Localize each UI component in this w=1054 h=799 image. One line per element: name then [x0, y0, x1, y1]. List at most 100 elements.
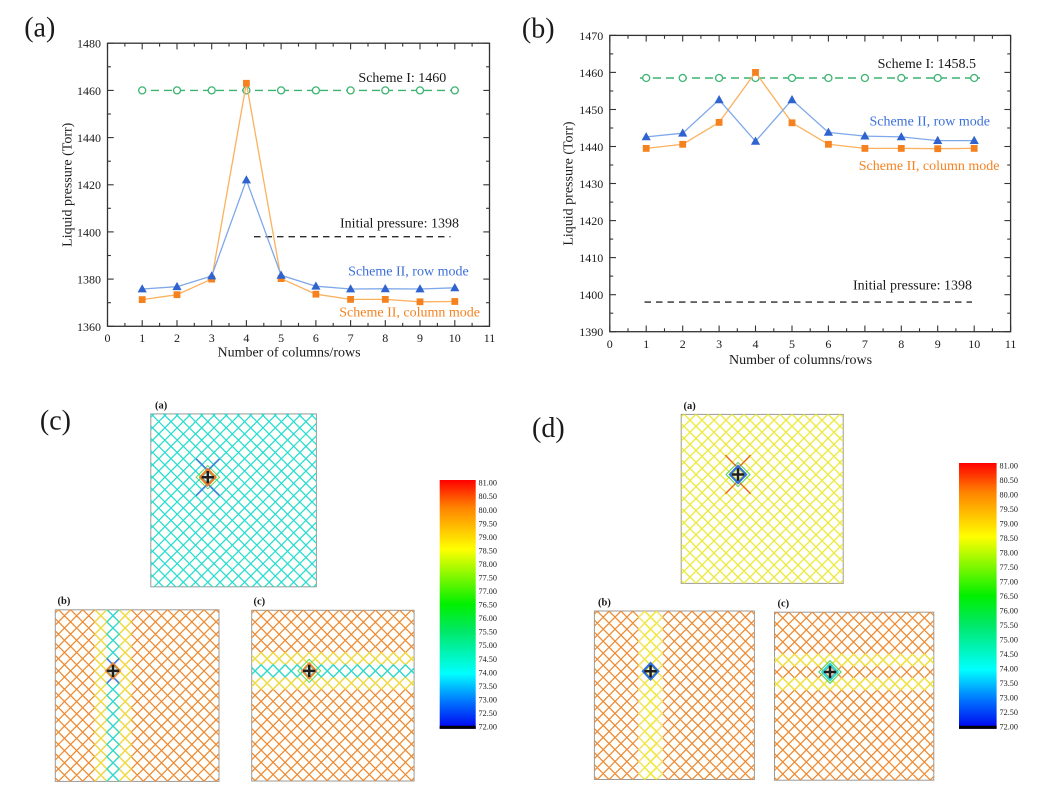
svg-text:Number of columns/rows: Number of columns/rows [217, 346, 360, 361]
svg-text:0: 0 [607, 337, 613, 351]
svg-text:76.50: 76.50 [1000, 592, 1018, 601]
svg-text:72.00: 72.00 [1000, 723, 1018, 732]
svg-text:74.50: 74.50 [1000, 650, 1018, 659]
svg-text:Scheme I: 1458.5: Scheme I: 1458.5 [878, 57, 976, 72]
svg-text:77.50: 77.50 [1000, 563, 1018, 572]
svg-text:78.50: 78.50 [1000, 534, 1018, 543]
svg-text:(b): (b) [58, 596, 71, 607]
svg-text:1410: 1410 [579, 251, 603, 265]
svg-text:9: 9 [935, 337, 941, 351]
svg-text:75.50: 75.50 [479, 628, 497, 637]
svg-text:9: 9 [417, 331, 423, 345]
svg-text:79.50: 79.50 [1000, 505, 1018, 514]
svg-text:74.50: 74.50 [479, 655, 497, 664]
svg-text:6: 6 [825, 337, 831, 351]
svg-text:2: 2 [680, 337, 686, 351]
svg-text:78.00: 78.00 [1000, 549, 1018, 558]
svg-text:(c): (c) [254, 597, 266, 608]
svg-text:8: 8 [382, 331, 388, 345]
svg-text:1450: 1450 [579, 103, 603, 117]
svg-text:1400: 1400 [77, 225, 101, 239]
svg-text:1360: 1360 [77, 320, 101, 334]
svg-text:80.00: 80.00 [1000, 491, 1018, 500]
svg-text:81.00: 81.00 [1000, 462, 1018, 471]
svg-text:7: 7 [862, 337, 868, 351]
svg-text:10: 10 [449, 331, 461, 345]
svg-text:11: 11 [1005, 337, 1017, 351]
svg-text:(c): (c) [40, 406, 71, 437]
svg-text:72.50: 72.50 [1000, 708, 1018, 717]
svg-text:(b): (b) [598, 597, 611, 608]
svg-text:73.00: 73.00 [479, 695, 497, 704]
svg-text:75.50: 75.50 [1000, 621, 1018, 630]
svg-text:75.00: 75.00 [1000, 636, 1018, 645]
svg-text:77.50: 77.50 [479, 574, 497, 583]
svg-text:1400: 1400 [579, 288, 603, 302]
svg-text:73.50: 73.50 [1000, 679, 1018, 688]
svg-text:73.00: 73.00 [1000, 694, 1018, 703]
svg-text:1460: 1460 [77, 84, 101, 98]
svg-text:4: 4 [243, 331, 249, 345]
svg-text:5: 5 [789, 337, 795, 351]
svg-text:6: 6 [313, 331, 319, 345]
svg-text:74.00: 74.00 [479, 668, 497, 677]
svg-text:Number of columns/rows: Number of columns/rows [729, 353, 872, 368]
svg-text:(a): (a) [684, 401, 697, 412]
svg-text:1: 1 [643, 337, 649, 351]
svg-text:72.50: 72.50 [479, 709, 497, 718]
svg-text:72.00: 72.00 [479, 723, 497, 732]
svg-text:4: 4 [753, 337, 759, 351]
svg-text:Scheme II, column mode: Scheme II, column mode [859, 159, 1000, 174]
svg-text:78.00: 78.00 [479, 560, 497, 569]
svg-text:(a): (a) [24, 13, 55, 44]
svg-text:79.00: 79.00 [1000, 520, 1018, 529]
svg-text:11: 11 [484, 331, 496, 345]
svg-text:Liquid pressure (Torr): Liquid pressure (Torr) [61, 122, 76, 247]
svg-text:7: 7 [348, 331, 354, 345]
svg-text:(a): (a) [155, 400, 168, 411]
svg-text:Scheme II, row mode: Scheme II, row mode [869, 115, 990, 130]
svg-text:79.50: 79.50 [479, 519, 497, 528]
svg-text:81.00: 81.00 [479, 479, 497, 488]
svg-text:74.00: 74.00 [1000, 665, 1018, 674]
svg-text:Scheme I: 1460: Scheme I: 1460 [358, 71, 446, 86]
svg-text:1380: 1380 [77, 273, 101, 287]
svg-text:5: 5 [278, 331, 284, 345]
svg-text:80.50: 80.50 [479, 492, 497, 501]
svg-text:0: 0 [105, 331, 111, 345]
svg-text:77.00: 77.00 [479, 587, 497, 596]
svg-text:77.00: 77.00 [1000, 578, 1018, 587]
svg-text:79.00: 79.00 [479, 533, 497, 542]
svg-text:Scheme II, column mode: Scheme II, column mode [339, 305, 480, 320]
svg-text:1440: 1440 [77, 131, 101, 145]
svg-text:1420: 1420 [77, 178, 101, 192]
svg-text:10: 10 [968, 337, 980, 351]
svg-text:1440: 1440 [579, 140, 603, 154]
svg-text:76.00: 76.00 [1000, 607, 1018, 616]
svg-text:Initial pressure: 1398: Initial pressure: 1398 [853, 279, 972, 294]
svg-text:80.00: 80.00 [479, 506, 497, 515]
svg-text:1390: 1390 [579, 325, 603, 339]
svg-text:3: 3 [209, 331, 215, 345]
svg-text:1480: 1480 [77, 37, 101, 51]
svg-text:1460: 1460 [579, 66, 603, 80]
svg-text:3: 3 [716, 337, 722, 351]
svg-text:75.00: 75.00 [479, 641, 497, 650]
svg-text:76.00: 76.00 [479, 614, 497, 623]
svg-text:1420: 1420 [579, 214, 603, 228]
svg-text:(b): (b) [522, 14, 555, 45]
svg-text:Liquid pressure (Torr): Liquid pressure (Torr) [561, 121, 576, 246]
svg-text:2: 2 [174, 331, 180, 345]
svg-text:1: 1 [139, 331, 145, 345]
svg-text:1470: 1470 [579, 29, 603, 43]
svg-text:76.50: 76.50 [479, 601, 497, 610]
svg-text:78.50: 78.50 [479, 546, 497, 555]
svg-text:Scheme II, row mode: Scheme II, row mode [348, 265, 469, 280]
svg-text:(d): (d) [532, 413, 565, 444]
svg-text:(c): (c) [778, 599, 790, 610]
svg-text:73.50: 73.50 [479, 682, 497, 691]
svg-text:Initial pressure: 1398: Initial pressure: 1398 [340, 217, 459, 232]
svg-text:8: 8 [898, 337, 904, 351]
svg-text:1430: 1430 [579, 177, 603, 191]
svg-text:80.50: 80.50 [1000, 476, 1018, 485]
